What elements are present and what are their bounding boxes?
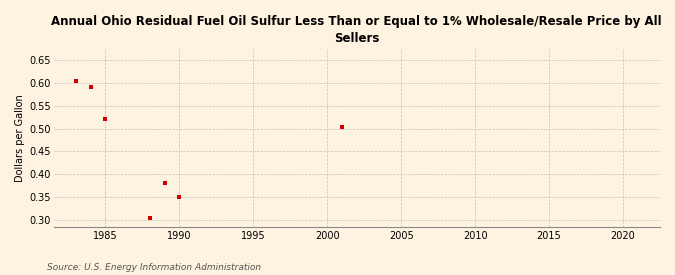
Text: Source: U.S. Energy Information Administration: Source: U.S. Energy Information Administ… [47, 263, 261, 272]
Y-axis label: Dollars per Gallon: Dollars per Gallon [15, 94, 25, 182]
Title: Annual Ohio Residual Fuel Oil Sulfur Less Than or Equal to 1% Wholesale/Resale P: Annual Ohio Residual Fuel Oil Sulfur Les… [51, 15, 662, 45]
